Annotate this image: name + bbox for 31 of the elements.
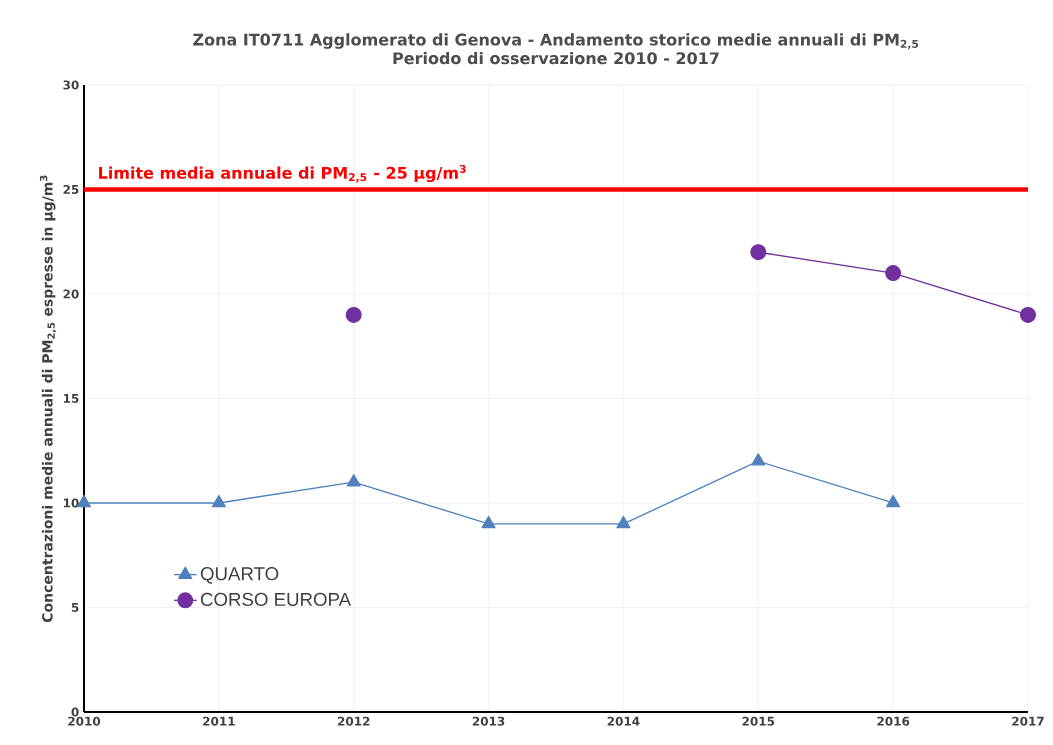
chart-title: Zona IT0711 Agglomerato di Genova - Andamento storico medie annuali di PM$_{2,5}$ bbox=[193, 33, 919, 50]
point bbox=[616, 515, 631, 529]
point bbox=[211, 494, 226, 508]
y-tick-label: 10 bbox=[63, 498, 79, 508]
y-tick-label: 30 bbox=[63, 80, 79, 90]
y-tick-label: 25 bbox=[63, 184, 79, 195]
chart-subtitle: Periodo di osservazione 2010 - 2017 bbox=[393, 51, 719, 65]
x-tick-label: 2012 bbox=[337, 716, 370, 726]
x-tick-label: 2014 bbox=[607, 716, 640, 726]
y-tick-label: 15 bbox=[63, 394, 79, 403]
ref-line-label: Limite media annuale di PM$_{2,5}$ - 25 µg/m$^{3}$ bbox=[99, 164, 466, 183]
y-tick-label: 5 bbox=[71, 603, 79, 612]
point bbox=[751, 453, 766, 466]
point bbox=[750, 244, 767, 261]
x-tick-label: 2016 bbox=[877, 716, 910, 726]
point bbox=[886, 494, 901, 508]
point bbox=[345, 306, 362, 323]
x-tick-label: 2013 bbox=[472, 716, 505, 726]
point bbox=[885, 265, 902, 282]
x-tick-label: 2015 bbox=[742, 716, 775, 726]
x-tick-label: 2010 bbox=[68, 716, 101, 726]
x-tick-label: 2017 bbox=[1012, 716, 1044, 726]
y-tick-label: 0 bbox=[71, 707, 79, 717]
y-tick-label: 20 bbox=[63, 289, 79, 299]
legend-label: QUARTO bbox=[200, 567, 279, 584]
legend-label: CORSO EUROPA bbox=[200, 592, 352, 607]
y-axis-title: Concentrazioni medie annuali di PM$_{2,5}$ espresse in µg/m$^{3}$ bbox=[39, 175, 57, 623]
point bbox=[481, 515, 496, 529]
point bbox=[346, 474, 361, 487]
point bbox=[1019, 306, 1036, 323]
x-tick-label: 2011 bbox=[203, 716, 235, 726]
